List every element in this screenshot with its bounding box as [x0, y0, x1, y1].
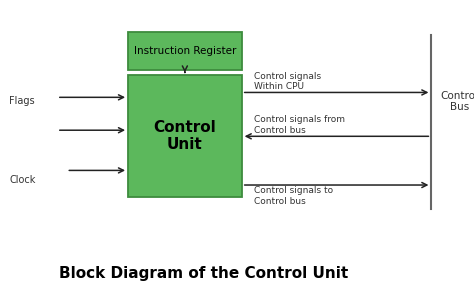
Text: Block Diagram of the Control Unit: Block Diagram of the Control Unit: [59, 266, 348, 281]
Text: Control signals from
Control bus: Control signals from Control bus: [254, 115, 345, 135]
FancyBboxPatch shape: [128, 32, 242, 70]
Text: Control
Unit: Control Unit: [154, 120, 216, 153]
FancyBboxPatch shape: [128, 75, 242, 197]
Text: Clock: Clock: [9, 175, 36, 185]
Text: Control signals to
Control bus: Control signals to Control bus: [254, 186, 333, 206]
Text: Instruction Register: Instruction Register: [134, 46, 236, 56]
Text: Flags: Flags: [9, 97, 35, 106]
Text: Control signals
Within CPU: Control signals Within CPU: [254, 72, 321, 91]
Text: Control
Bus: Control Bus: [441, 91, 474, 112]
